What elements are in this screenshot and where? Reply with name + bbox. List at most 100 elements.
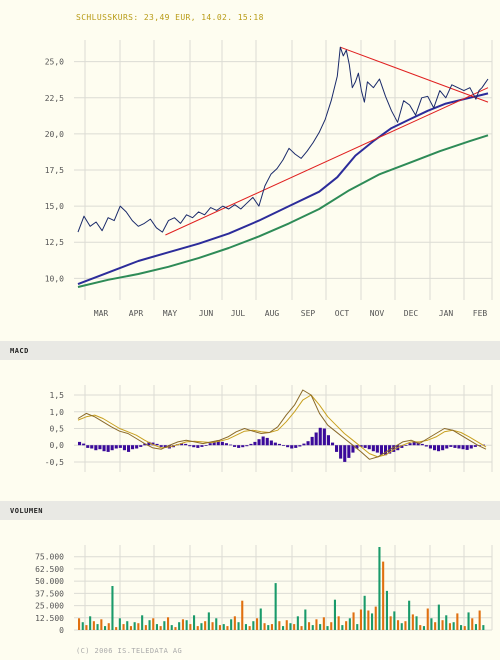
volume-bar (252, 621, 255, 630)
macd-histogram-bar (139, 445, 143, 447)
volume-bar (122, 624, 125, 630)
macd-histogram-bar (322, 428, 326, 446)
macd-histogram-bar (286, 445, 290, 448)
volume-bar (333, 599, 336, 630)
volume-bar (404, 621, 407, 630)
volume-bar (411, 614, 414, 630)
macd-histogram-bar (261, 436, 265, 446)
macd-histogram-bar (184, 443, 188, 446)
macd-histogram-bar (200, 445, 204, 447)
volume-bar (467, 612, 470, 630)
volume-bar (293, 624, 296, 630)
macd-histogram-bar (122, 445, 126, 451)
macd-histogram-bar (204, 445, 208, 446)
macd-histogram-bar (424, 445, 428, 447)
volume-bar (233, 616, 236, 630)
volume-bar (170, 625, 173, 630)
macd-histogram-bar (306, 441, 310, 446)
volume-bar (148, 620, 151, 630)
volume-bar (393, 611, 396, 630)
volume-bar (200, 623, 203, 630)
volume-bar (137, 623, 140, 630)
price-x-tick: JUL (231, 309, 246, 318)
volume-bar (204, 621, 207, 630)
macd-y-tick: 1,5 (50, 391, 65, 400)
volume-bar (296, 616, 299, 630)
volume-bar (141, 615, 144, 630)
volume-bar (463, 626, 466, 630)
macd-histogram-bar (457, 445, 461, 449)
macd-histogram-bar (420, 443, 424, 446)
volume-bar (163, 621, 166, 630)
macd-histogram-bar (363, 445, 367, 448)
macd-histogram-bar (367, 445, 371, 450)
price-x-tick: OCT (335, 309, 350, 318)
macd-histogram-bar (449, 445, 453, 447)
macd-histogram-bar (461, 445, 465, 450)
macd-histogram-bar (359, 445, 363, 447)
trend-line-upper (340, 46, 489, 103)
macd-histogram-bar (437, 445, 441, 452)
volume-bar (397, 620, 400, 630)
macd-histogram-bar (233, 445, 237, 447)
volume-bar (193, 615, 196, 630)
macd-histogram-bar (78, 441, 82, 446)
volume-bar (345, 621, 348, 630)
macd-histogram-bar (347, 445, 351, 458)
volume-bar (356, 624, 359, 630)
volume-bar (185, 620, 188, 630)
macd-histogram-bar (188, 445, 192, 447)
macd-histogram-bar (220, 441, 224, 446)
price-x-tick: MAR (94, 309, 109, 318)
macd-histogram-bar (273, 442, 277, 446)
macd-histogram-bar (441, 445, 445, 451)
volume-bar (378, 547, 381, 630)
volume-bar (326, 626, 329, 630)
macd-histogram-bar (102, 445, 106, 452)
copyright-footer: (C) 2006 IS.TELEDATA AG (76, 647, 183, 655)
macd-histogram-bar (224, 443, 228, 446)
price-y-tick: 22,5 (45, 94, 64, 103)
macd-histogram-bar (416, 442, 420, 446)
volume-bar (263, 623, 266, 630)
macd-histogram-bar (265, 437, 269, 446)
macd-histogram-bar (86, 445, 90, 448)
macd-histogram-bar (94, 445, 98, 451)
macd-histogram-bar (298, 445, 302, 447)
macd-histogram-bar (237, 445, 241, 448)
macd-histogram-bar (229, 444, 233, 446)
macd-histogram-bar (355, 445, 359, 449)
volume-bar (434, 622, 437, 630)
volume-bar (178, 622, 181, 630)
volume-bar (152, 618, 155, 630)
volume-bar (118, 618, 121, 630)
volume-bar (471, 618, 474, 630)
macd-histogram-bar (404, 445, 408, 446)
volume-bar (437, 604, 440, 630)
macd-histogram-bar (135, 445, 139, 449)
volume-bar (400, 623, 403, 630)
price-x-tick: JAN (439, 309, 454, 318)
macd-histogram-bar (294, 445, 298, 448)
macd-histogram-bar (98, 445, 102, 450)
price-x-tick: APR (129, 309, 144, 318)
macd-y-tick: 0,5 (50, 425, 65, 434)
volume-bar (256, 618, 259, 630)
volume-bar (282, 626, 285, 630)
volume-bar (319, 624, 322, 630)
volume-bar (452, 622, 455, 630)
macd-histogram-bar (282, 445, 286, 446)
quote-header: SCHLUSSKURS: 23,49 EUR, 14.02. 15:18 (76, 13, 264, 22)
ma-slow-line (77, 134, 489, 288)
volume-bar (300, 626, 303, 630)
macd-histogram-bar (302, 443, 306, 446)
price-y-tick: 20,0 (45, 130, 64, 139)
volume-section-bar: VOLUMEN (0, 501, 500, 520)
volume-bar (96, 624, 99, 630)
volume-bar (374, 606, 377, 630)
macd-histogram-bar (257, 439, 261, 446)
macd-histogram-bar (216, 440, 220, 446)
macd-histogram-bar (208, 443, 212, 446)
macd-histogram-bar (469, 445, 473, 449)
volume-y-tick: 12.500 (35, 614, 64, 623)
